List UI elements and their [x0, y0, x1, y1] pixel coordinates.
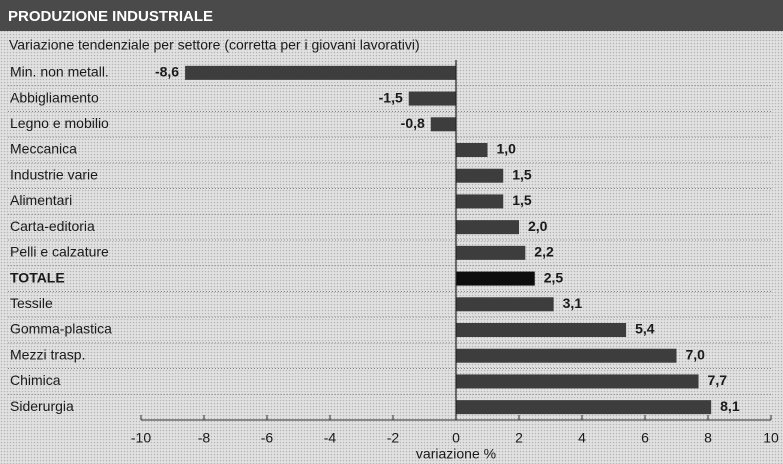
bar: [185, 65, 456, 80]
value-label: 8,1: [720, 398, 740, 414]
x-tick-label: 2: [515, 430, 523, 446]
bar: [456, 400, 712, 415]
y-tick-label: Industrie varie: [10, 166, 98, 182]
x-tick-label: 0: [452, 430, 460, 446]
bar: [456, 245, 526, 260]
bar: [456, 194, 504, 209]
bar: [456, 220, 519, 235]
bar: [456, 168, 504, 183]
y-tick-label: Gomma-plastica: [10, 321, 112, 337]
value-label: 2,5: [544, 269, 564, 285]
x-tick-label: 10: [763, 430, 779, 446]
x-tick-label: -4: [324, 430, 337, 446]
x-tick-label: -2: [387, 430, 400, 446]
y-tick-label: Mezzi trasp.: [10, 346, 85, 362]
bar: [456, 374, 699, 389]
value-label: 7,0: [686, 346, 706, 362]
value-label: 7,7: [708, 372, 728, 388]
y-tick-label: TOTALE: [10, 269, 65, 285]
bar: [456, 271, 535, 286]
value-label: 2,0: [528, 218, 548, 234]
x-tick-label: -10: [131, 430, 151, 446]
y-tick-label: Meccanica: [10, 141, 77, 157]
y-tick-label: Pelli e calzature: [10, 244, 109, 260]
value-label: -8,6: [155, 64, 179, 80]
x-tick-label: 6: [641, 430, 649, 446]
y-tick-label: Siderurgia: [10, 398, 74, 414]
y-tick-label: Alimentari: [10, 192, 72, 208]
x-tick-label: 8: [704, 430, 712, 446]
y-tick-label: Abbigliamento: [10, 89, 99, 105]
chart-title: PRODUZIONE INDUSTRIALE: [8, 8, 213, 25]
bar: [430, 117, 456, 132]
value-label: 1,5: [512, 192, 532, 208]
x-tick-label: 4: [578, 430, 586, 446]
chart-subtitle: Variazione tendenziale per settore (corr…: [9, 37, 420, 53]
bar: [456, 323, 627, 337]
x-tick-label: -8: [198, 430, 211, 446]
value-label: 3,1: [563, 295, 583, 311]
value-label: 2,2: [534, 244, 554, 260]
bar: [456, 143, 488, 157]
y-tick-label: Legno e mobilio: [10, 115, 109, 131]
y-tick-label: Tessile: [10, 295, 53, 311]
y-tick-label: Min. non metall.: [10, 64, 109, 80]
x-axis-label: variazione %: [416, 446, 496, 462]
y-tick-label: Carta-editoria: [10, 218, 95, 234]
value-label: 1,5: [512, 166, 532, 182]
value-label: -0,8: [401, 115, 425, 131]
bar: [456, 297, 554, 312]
x-tick-label: -6: [261, 430, 274, 446]
value-label: 1,0: [497, 141, 517, 157]
value-label: -1,5: [379, 89, 403, 105]
y-tick-label: Chimica: [10, 372, 61, 388]
bar: [456, 348, 677, 363]
bar: [408, 91, 456, 106]
value-label: 5,4: [635, 321, 655, 337]
title-bar: [0, 0, 783, 31]
